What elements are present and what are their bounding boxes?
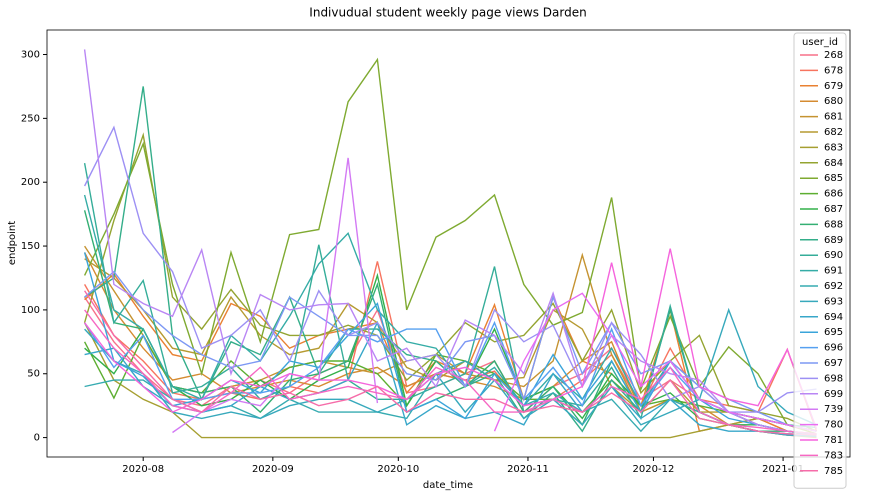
legend-label: 685	[824, 173, 843, 184]
series-line	[172, 157, 379, 434]
legend-label: 692	[824, 281, 843, 292]
y-tick-label: 250	[21, 113, 40, 124]
series-line	[83, 57, 817, 432]
x-tick-label: 2020-11	[507, 464, 549, 475]
y-tick-label: 150	[21, 241, 40, 252]
legend-label: 693	[824, 296, 843, 307]
legend-label: 694	[824, 312, 843, 323]
series-line	[83, 125, 817, 413]
y-tick-label: 200	[21, 177, 40, 188]
series-line	[83, 322, 817, 439]
y-tick-label: 50	[27, 369, 40, 380]
legend-label: 691	[824, 266, 843, 277]
series-line	[493, 292, 817, 432]
y-tick-label: 0	[34, 433, 40, 444]
legend-label: 785	[824, 466, 843, 477]
y-tick-label: 300	[21, 50, 40, 61]
legend-label: 682	[824, 127, 843, 138]
x-tick-label: 2021-01	[762, 464, 804, 475]
series-line	[84, 309, 817, 435]
legend-label: 697	[824, 358, 843, 369]
legend-label: 783	[824, 450, 843, 461]
legend-label: 268	[824, 50, 843, 61]
series-line	[84, 248, 818, 429]
series-line	[83, 132, 817, 432]
series-line	[84, 307, 817, 426]
series-line	[84, 296, 817, 436]
legend-label: 681	[824, 112, 843, 123]
x-axis-label: date_time	[423, 480, 473, 491]
x-tick-label: 2020-08	[122, 464, 164, 475]
legend-label: 687	[824, 204, 843, 215]
legend-label: 680	[824, 96, 843, 107]
legend-label: 683	[824, 142, 843, 153]
x-tick-label: 2020-09	[252, 464, 294, 475]
legend-label: 686	[824, 189, 843, 200]
legend-label: 678	[824, 65, 843, 76]
y-axis-label: endpoint	[7, 221, 18, 265]
y-tick-label: 100	[21, 305, 40, 316]
series-line	[84, 290, 817, 436]
legend-label: 684	[824, 158, 843, 169]
x-tick-label: 2020-10	[377, 464, 419, 475]
x-tick-label: 2020-12	[633, 464, 675, 475]
legend-label: 739	[824, 404, 843, 415]
legend-label: 780	[824, 420, 843, 431]
series-line	[84, 320, 817, 437]
chart-title: Indivudual student weekly page views Dar…	[309, 6, 586, 20]
series-line	[84, 270, 817, 432]
legend-label: 688	[824, 219, 843, 230]
legend-title: user_id	[802, 37, 838, 48]
series-line	[83, 162, 817, 436]
series-line	[83, 261, 818, 432]
legend-label: 695	[824, 327, 843, 338]
legend-label: 699	[824, 389, 843, 400]
legend-label: 690	[824, 250, 843, 261]
legend-label: 781	[824, 435, 843, 446]
plot-frame	[46, 29, 851, 458]
legend-label: 679	[824, 81, 843, 92]
series-line	[83, 49, 817, 435]
legend-label: 696	[824, 343, 843, 354]
legend-label: 689	[824, 235, 843, 246]
legend-label: 698	[824, 373, 843, 384]
